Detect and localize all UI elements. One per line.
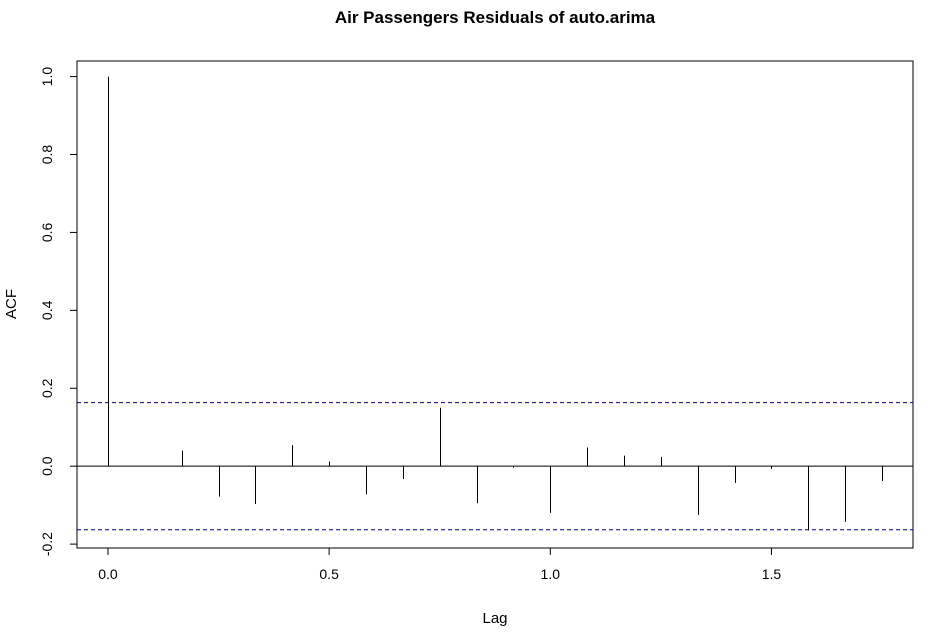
chart-title: Air Passengers Residuals of auto.arima [335,8,656,27]
y-axis: -0.2 0.0 0.2 0.4 0.6 0.8 1.0 [39,67,78,556]
y-tick-label: 0.0 [39,456,55,476]
x-tick-label: 1.5 [762,566,782,582]
x-tick-label: 1.0 [541,566,561,582]
y-axis-label: ACF [3,289,20,319]
x-axis: 0.0 0.5 1.0 1.5 [98,547,782,582]
y-tick-label: 0.2 [39,378,55,398]
x-tick-label: 0.5 [319,566,339,582]
y-tick-label: 0.8 [39,145,55,165]
confidence-bounds [77,402,913,531]
y-tick-label: -0.2 [39,532,55,556]
y-tick-label: 0.6 [39,222,55,242]
acf-spikes [108,76,883,531]
x-tick-label: 0.0 [98,566,118,582]
x-axis-label: Lag [482,610,507,627]
y-tick-label: 1.0 [39,67,55,87]
y-tick-label: 0.4 [39,300,55,320]
plot-frame [76,60,914,549]
